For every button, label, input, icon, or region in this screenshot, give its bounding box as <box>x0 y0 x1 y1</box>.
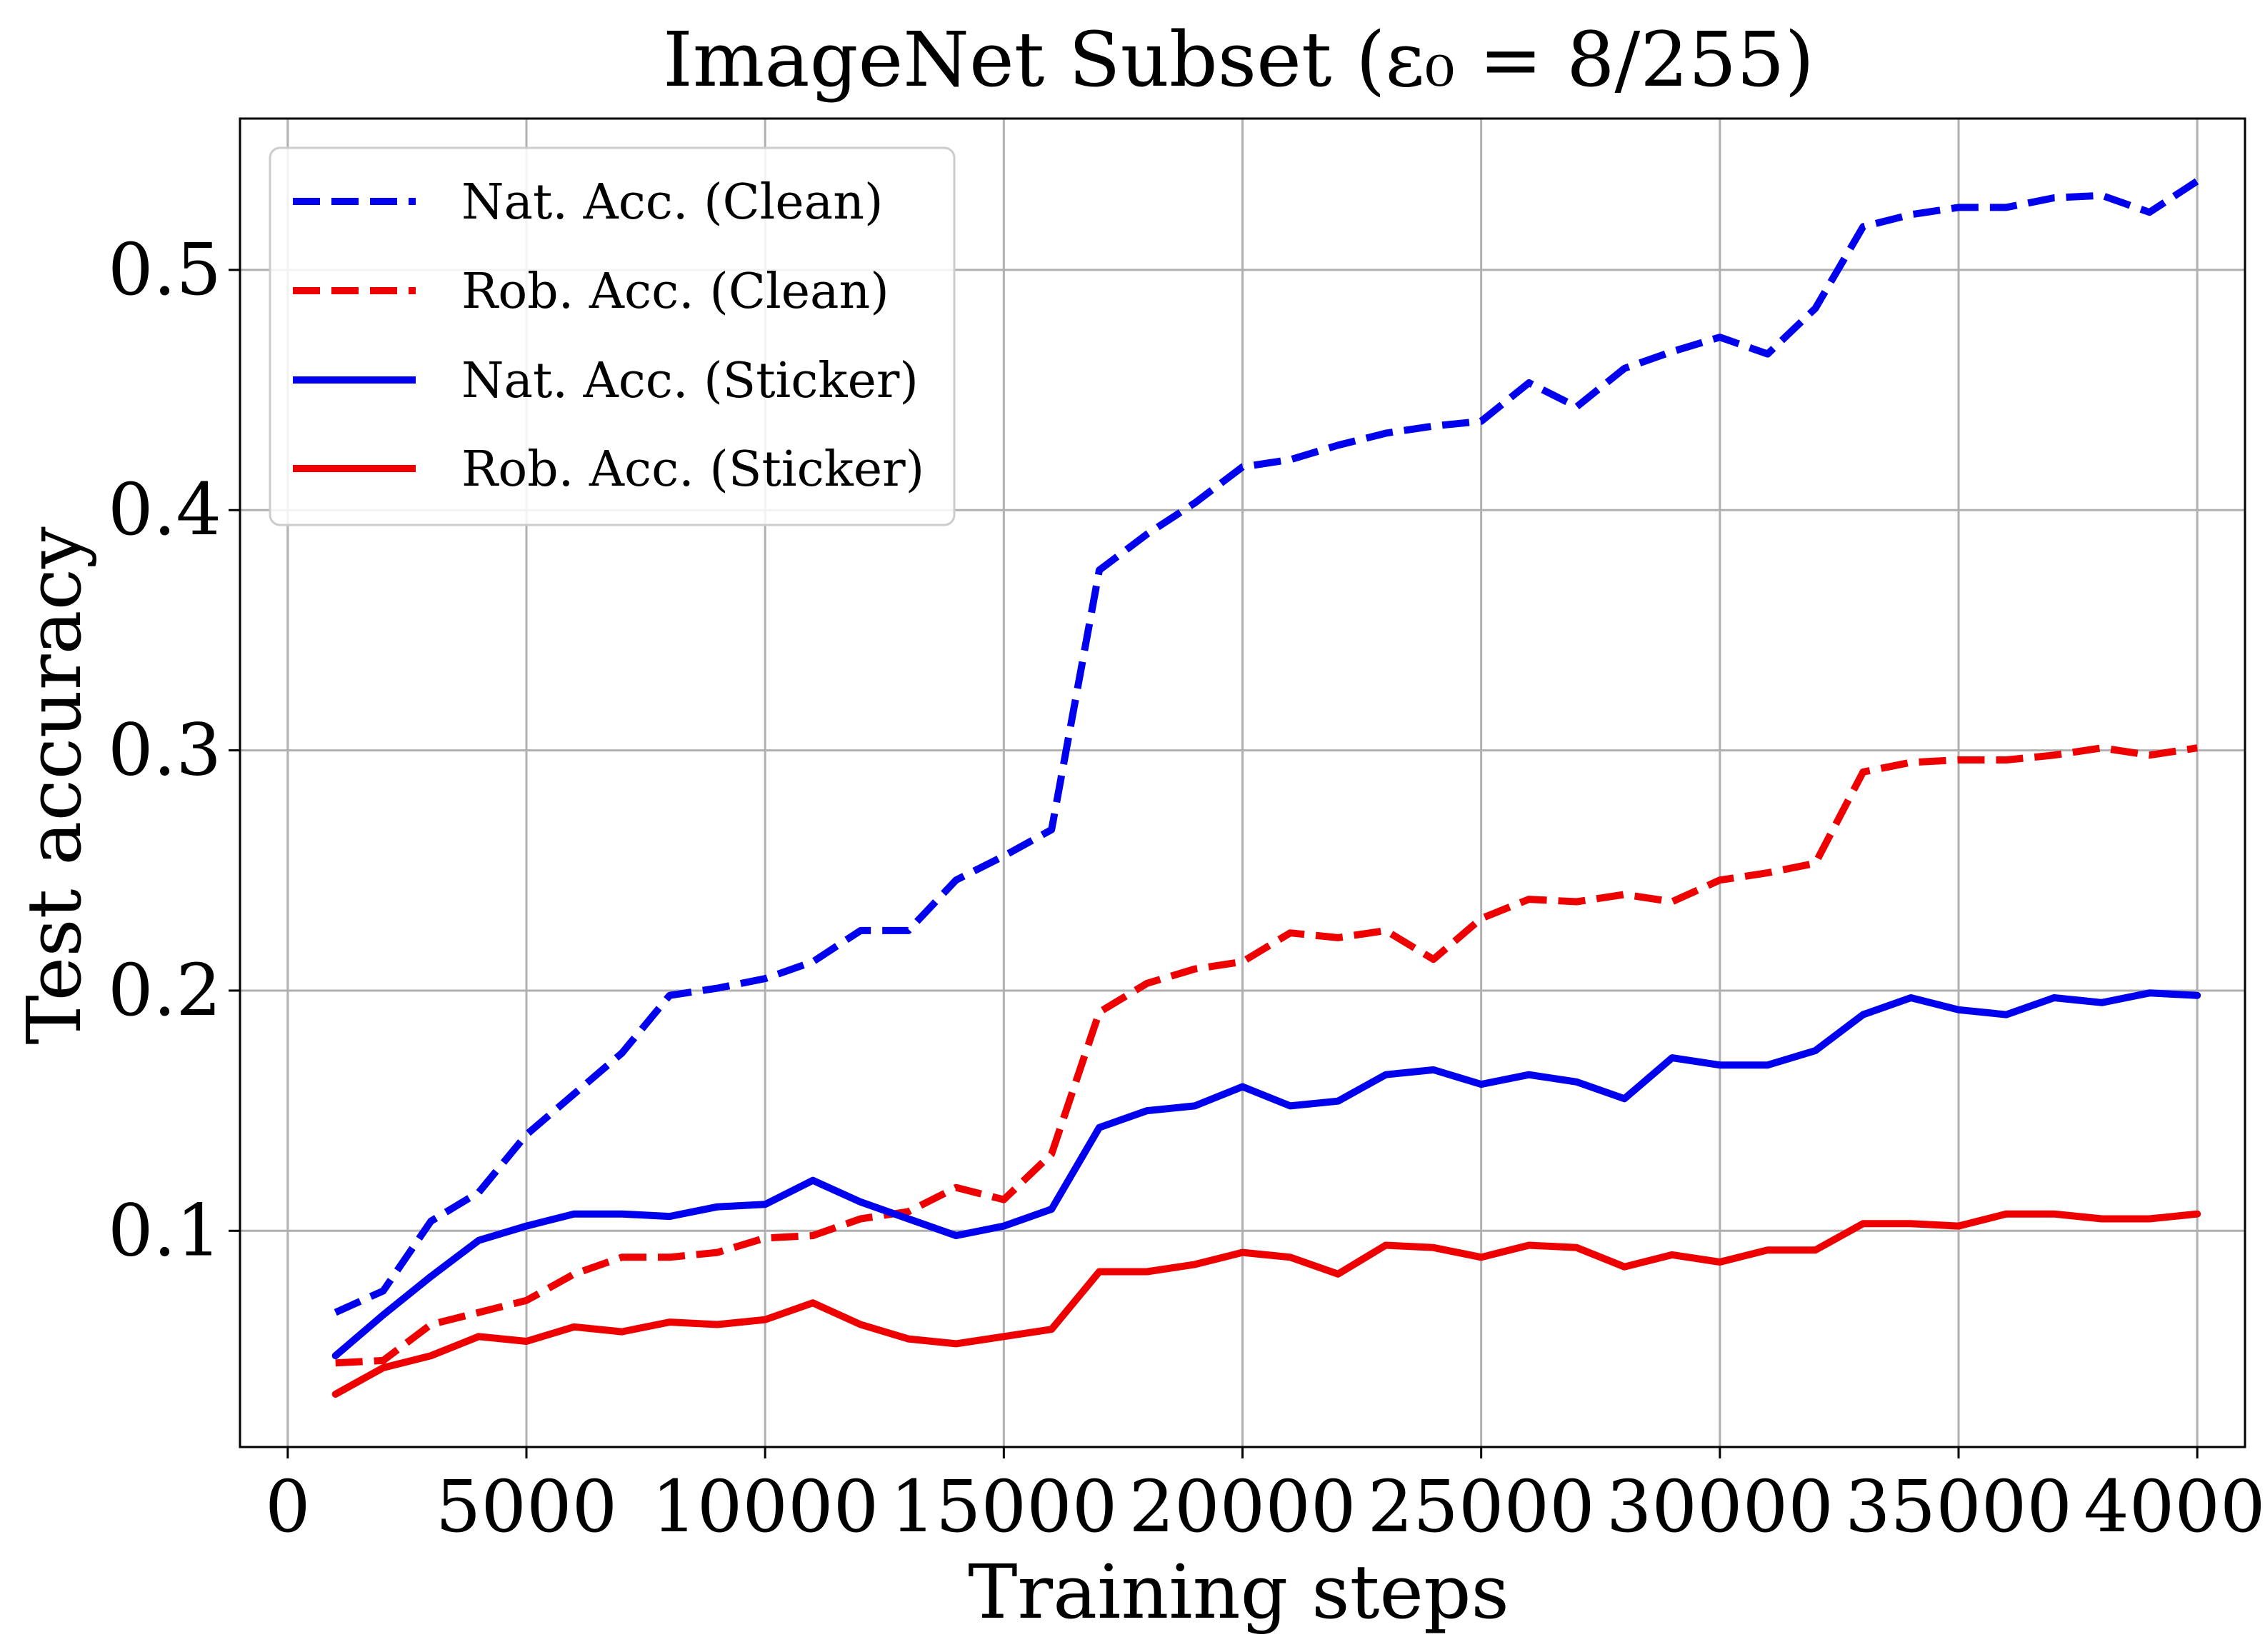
x-tick-label: 5000 <box>436 1465 618 1548</box>
y-tick-label: 0.3 <box>108 709 221 792</box>
x-tick-label: 35000 <box>1845 1465 2072 1548</box>
x-tick-label: 10000 <box>651 1465 879 1548</box>
series-lines <box>331 178 2201 1398</box>
chart-title: ImageNet Subset (ε₀ = 8/255) <box>663 16 1814 104</box>
legend-label-2: Nat. Acc. (Sticker) <box>461 353 919 409</box>
x-tick-label: 0 <box>265 1465 311 1548</box>
y-tick-label: 0.1 <box>108 1188 221 1272</box>
x-tick-label: 20000 <box>1129 1465 1356 1548</box>
y-tick-label: 0.2 <box>108 948 221 1032</box>
x-tick-label: 25000 <box>1368 1465 1595 1548</box>
legend-label-3: Rob. Acc. (Sticker) <box>461 441 924 498</box>
y-tick-label: 0.4 <box>108 468 221 551</box>
y-axis-label: Test accuracy <box>11 526 98 1045</box>
legend-items: Nat. Acc. (Clean) Rob. Acc. (Clean) Nat. A… <box>293 174 924 498</box>
y-tick-label: 0.5 <box>108 228 221 311</box>
y-tick-labels: 0.1 0.2 0.3 0.4 0.5 <box>108 228 240 1272</box>
legend-box <box>269 146 956 526</box>
x-axis-label: Training steps <box>968 1548 1509 1636</box>
legend: Nat. Acc. (Clean) Rob. Acc. (Clean) Nat. A… <box>269 146 956 526</box>
series-line-1 <box>335 744 2198 1367</box>
legend-label-1: Rob. Acc. (Clean) <box>461 264 889 320</box>
series-line-0 <box>334 178 2199 1316</box>
x-tick-label: 15000 <box>890 1465 1117 1548</box>
x-tick-label: 30000 <box>1606 1465 1834 1548</box>
series-line-2 <box>331 989 2201 1360</box>
series-line-3 <box>331 1210 2201 1398</box>
legend-label-0: Nat. Acc. (Clean) <box>461 174 884 231</box>
